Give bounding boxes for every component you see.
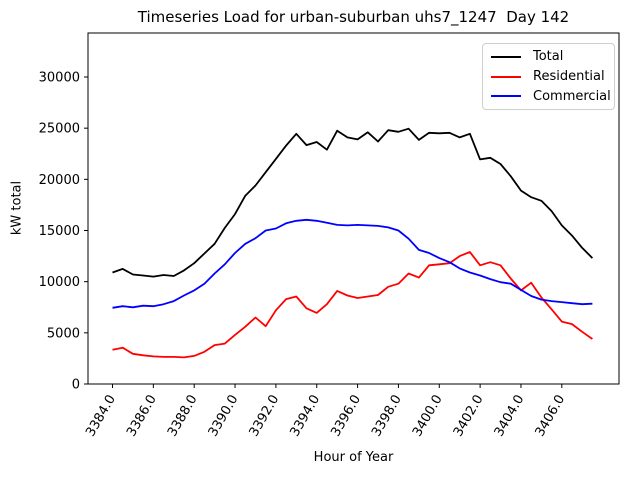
legend-label-total: Total: [533, 49, 564, 65]
legend-entry-commercial: Commercial: [491, 86, 611, 106]
x-axis-label: Hour of Year: [313, 450, 394, 465]
y-axis-tick-label: 30000: [39, 71, 80, 86]
y-axis-tick-label: 10000: [39, 275, 80, 290]
x-axis-tick-label: 3396.0: [328, 393, 364, 440]
x-axis-tick-label: 3400.0: [410, 393, 446, 440]
x-axis-tick-label: 3406.0: [533, 393, 569, 440]
legend-line-swatch-commercial: [491, 95, 521, 98]
x-axis-tick-label: 3384.0: [83, 393, 119, 440]
legend-label-commercial: Commercial: [533, 88, 611, 104]
series-total-line: [112, 127, 594, 278]
x-axis-tick-label: 3394.0: [287, 393, 323, 440]
x-axis-tick-label: 3386.0: [124, 393, 160, 440]
legend-line-swatch-total: [491, 55, 521, 58]
axes-frame: [87, 32, 620, 385]
x-axis-tick-label: 3398.0: [369, 393, 405, 440]
legend: Total Residential Commercial: [482, 43, 615, 110]
y-axis-tick-label: 5000: [47, 326, 80, 341]
y-axis-tick-label: 15000: [39, 224, 80, 239]
x-axis-tick-label: 3404.0: [492, 393, 528, 440]
series-residential-line: [112, 251, 593, 359]
y-axis-tick-label: 25000: [39, 122, 80, 137]
y-axis-label: kW total: [9, 180, 25, 236]
legend-entry-total: Total: [491, 47, 610, 67]
x-axis-tick-label: 3390.0: [206, 393, 242, 440]
chart-title: Timeseries Load for urban-suburban uhs7_…: [137, 8, 570, 26]
legend-line-swatch-residential: [491, 75, 521, 78]
y-axis-tick-label: 0: [72, 378, 80, 393]
x-axis-tick-label: 3388.0: [165, 393, 201, 440]
series-commercial-line: [112, 218, 593, 309]
y-axis-tick-label: 20000: [39, 173, 80, 188]
x-axis-tick-label: 3402.0: [451, 392, 487, 439]
legend-label-residential: Residential: [533, 69, 605, 84]
legend-entry-residential: Residential: [491, 67, 610, 87]
x-axis-tick-label: 3392.0: [247, 393, 283, 440]
